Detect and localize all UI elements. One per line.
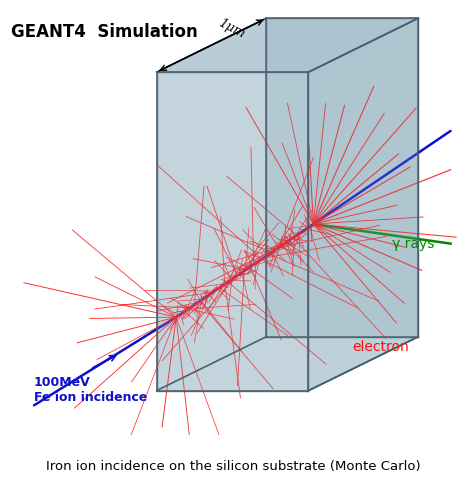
Polygon shape [308,18,418,391]
Polygon shape [157,72,308,391]
Polygon shape [267,18,418,337]
Text: electron: electron [353,339,409,354]
Polygon shape [157,72,308,391]
Text: γ rays: γ rays [392,237,434,251]
Text: 100MeV
Fe ion incidence: 100MeV Fe ion incidence [34,376,147,404]
Polygon shape [157,18,418,72]
Polygon shape [157,18,418,72]
Text: GEANT4  Simulation: GEANT4 Simulation [11,23,197,41]
Text: Iron ion incidence on the silicon substrate (Monte Carlo): Iron ion incidence on the silicon substr… [46,460,420,473]
Polygon shape [308,18,418,391]
Text: 1μm: 1μm [216,16,247,40]
